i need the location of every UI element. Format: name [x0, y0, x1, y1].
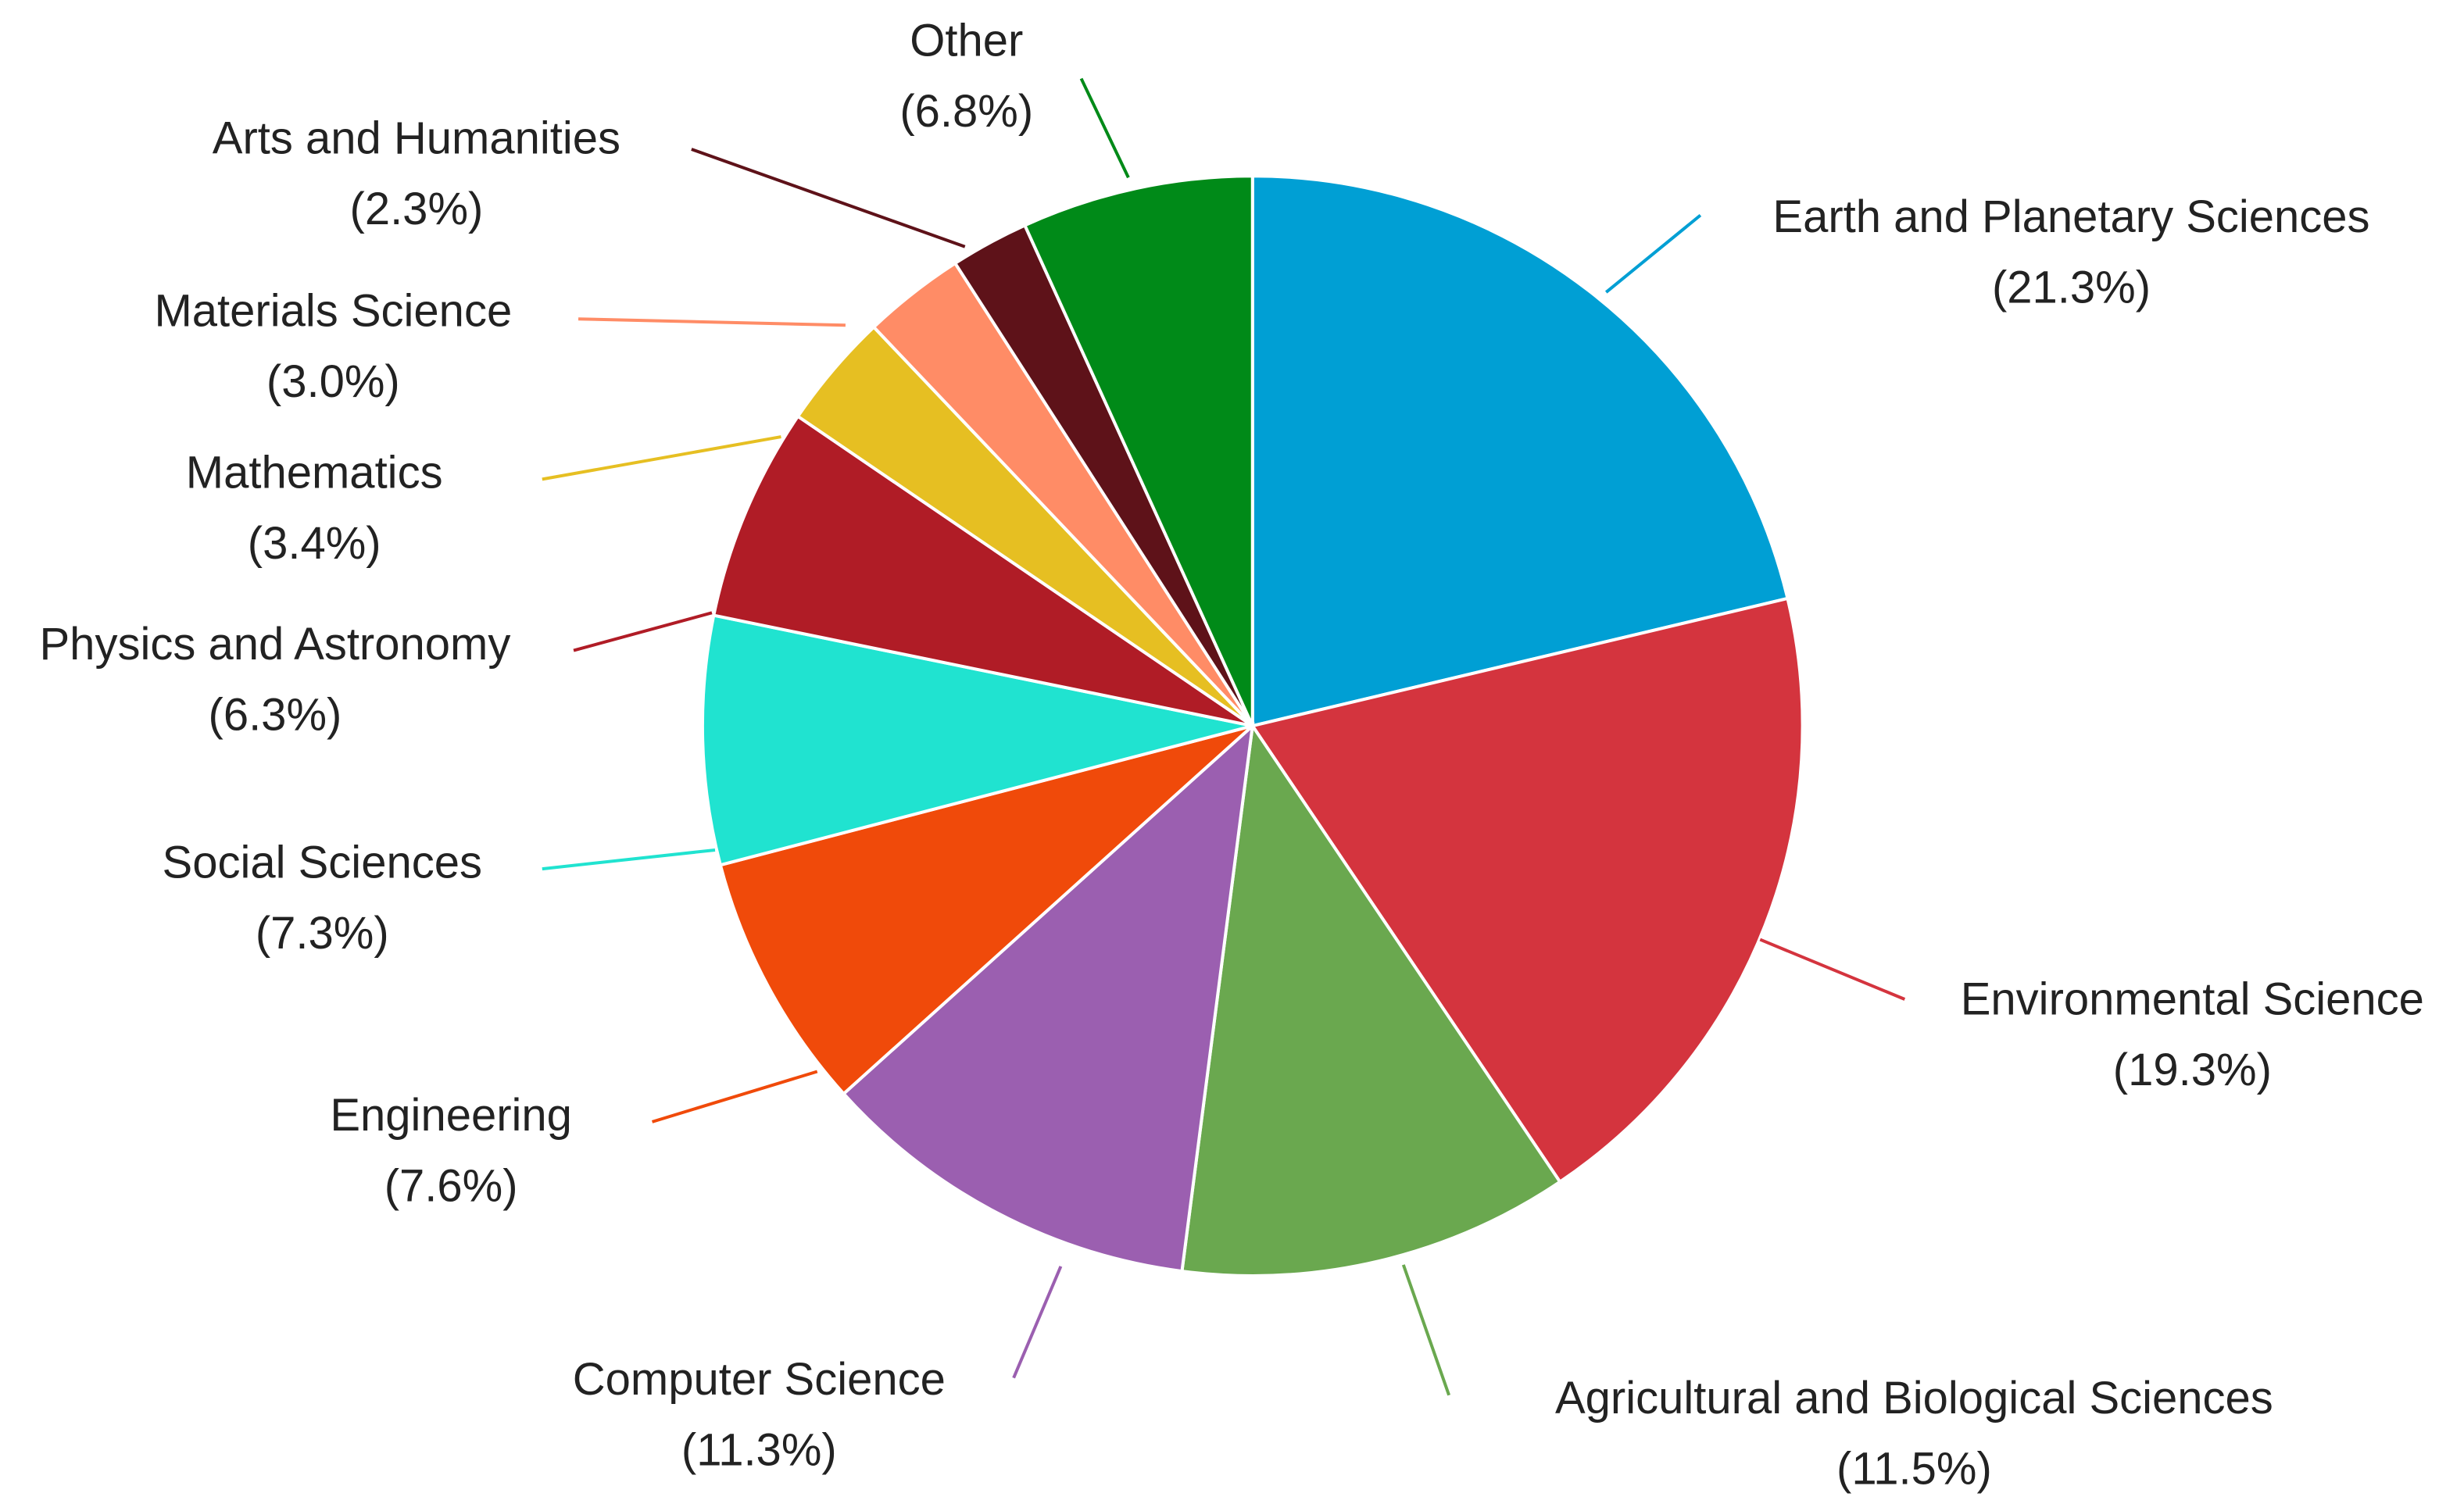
slice-label: Environmental Science [1961, 973, 2424, 1024]
leader-line [573, 611, 713, 652]
slice-label: Physics and Astronomy [40, 619, 511, 670]
leader-line [578, 317, 846, 327]
slice-label: Agricultural and Biological Sciences [1555, 1373, 2273, 1423]
pie-slice [718, 724, 1254, 1096]
slice-label: Social Sciences [163, 837, 482, 888]
pie-slice [1250, 596, 1804, 1184]
slice-value-label: (3.0%) [266, 356, 400, 407]
pie-slice [1250, 174, 1790, 728]
leader-line [542, 848, 716, 871]
slice-value-label: (3.4%) [248, 518, 381, 569]
slice-value-label: (7.6%) [384, 1161, 518, 1212]
pie-slice [1022, 174, 1254, 727]
slice-value-label: (7.3%) [256, 908, 389, 959]
slice-value-label: (11.3%) [681, 1425, 837, 1476]
leader-line [691, 148, 966, 248]
slice-label: Earth and Planetary Sciences [1772, 191, 2369, 242]
slice-label: Computer Science [573, 1354, 946, 1405]
slice-value-label: (11.5%) [1836, 1444, 1992, 1495]
pie-slice [700, 613, 1253, 867]
slice-value-label: (6.3%) [209, 689, 342, 740]
leader-line [1401, 1264, 1451, 1396]
slice-label: Arts and Humanities [213, 113, 620, 163]
leader-line [1604, 213, 1702, 294]
slice-label: Materials Science [154, 286, 512, 337]
slice-value-label: (21.3%) [1992, 262, 2151, 313]
slice-label: Other [910, 16, 1023, 66]
leader-line [1079, 77, 1130, 179]
slice-value-label: (6.8%) [899, 86, 1033, 137]
slice-label: Engineering [330, 1090, 572, 1141]
leader-line [542, 435, 781, 481]
slice-value-label: (19.3%) [2113, 1045, 2272, 1095]
leader-line [651, 1070, 818, 1123]
slice-value-label: (2.3%) [350, 184, 484, 234]
leader-line [1759, 938, 1906, 1001]
pie-slice [711, 414, 1253, 728]
pie-slice [841, 721, 1255, 1273]
pie-slice [1180, 721, 1562, 1277]
leader-line [1012, 1266, 1063, 1379]
slice-label: Mathematics [186, 448, 443, 498]
